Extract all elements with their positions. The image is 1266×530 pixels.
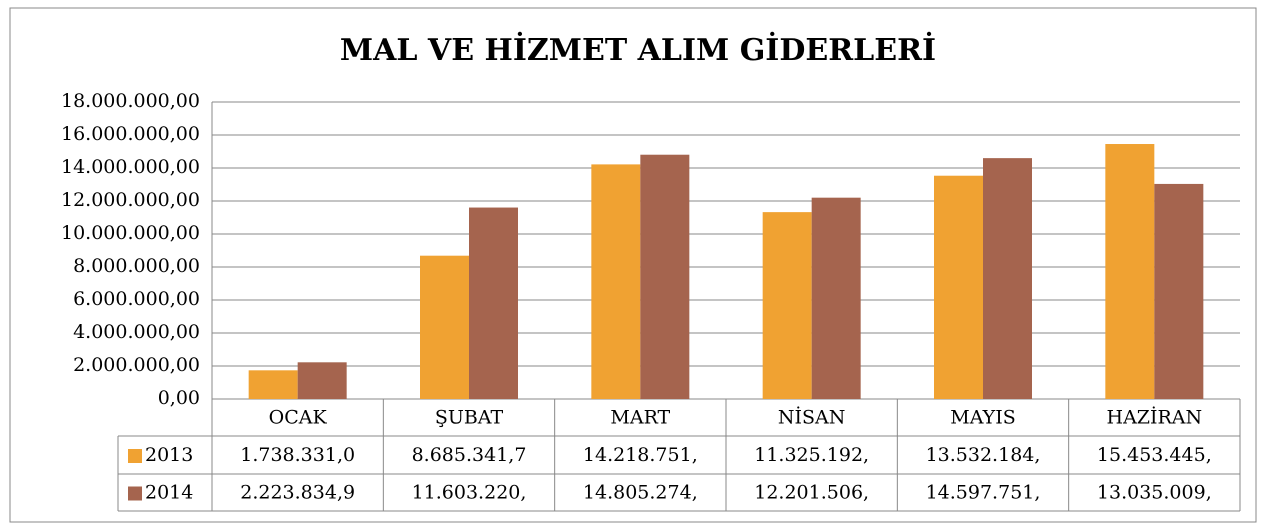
x-tick-label: HAZİRAN [1107, 406, 1203, 429]
y-tick-label: 14.000.000,00 [61, 156, 200, 178]
table-cell: 8.685.341,7 [412, 444, 527, 466]
bar [1154, 183, 1204, 399]
table-cell: 2.223.834,9 [240, 482, 355, 504]
x-tick-label: ŞUBAT [435, 407, 504, 429]
y-tick-label: 0,00 [158, 387, 200, 409]
table-cell: 1.738.331,0 [240, 444, 355, 466]
y-tick-label: 2.000.000,00 [73, 354, 200, 376]
table-cell: 14.805.274, [583, 482, 698, 504]
table-cell: 15.453.445, [1097, 444, 1212, 466]
y-tick-label: 18.000.000,00 [61, 90, 200, 112]
table-cell: 12.201.506, [754, 482, 869, 504]
legend-swatch [128, 486, 142, 501]
table-cell: 14.597.751, [926, 482, 1041, 504]
legend-label: 2013 [145, 444, 193, 466]
bar [934, 175, 983, 399]
table-cell: 14.218.751, [583, 444, 698, 466]
table-cell: 13.532.184, [926, 444, 1041, 466]
table-cell: 11.325.192, [754, 444, 869, 466]
bar [420, 255, 469, 399]
legend-swatch [128, 449, 142, 463]
table-cell: 11.603.220, [412, 482, 527, 504]
y-tick-label: 10.000.000,00 [61, 222, 200, 244]
table-cell: 13.035.009, [1097, 482, 1212, 504]
bar [640, 154, 690, 399]
x-tick-label: OCAK [269, 407, 328, 429]
y-tick-label: 4.000.000,00 [73, 321, 200, 343]
bar [1105, 144, 1155, 399]
bar [591, 164, 641, 399]
y-tick-label: 16.000.000,00 [61, 123, 200, 145]
x-tick-label: MART [610, 407, 670, 429]
y-tick-label: 8.000.000,00 [73, 255, 200, 277]
legend-label: 2014 [145, 482, 193, 504]
y-tick-label: 6.000.000,00 [73, 288, 200, 310]
x-tick-label: MAYIS [950, 407, 1015, 429]
bar [811, 197, 861, 399]
bar [297, 362, 347, 399]
bar [983, 158, 1032, 399]
chart-title: MAL VE HİZMET ALIM GİDERLERİ [340, 31, 936, 68]
x-tick-label: NİSAN [778, 406, 846, 429]
bar [762, 212, 812, 399]
bar [469, 207, 518, 399]
y-tick-label: 12.000.000,00 [61, 189, 200, 211]
bar [248, 370, 298, 399]
